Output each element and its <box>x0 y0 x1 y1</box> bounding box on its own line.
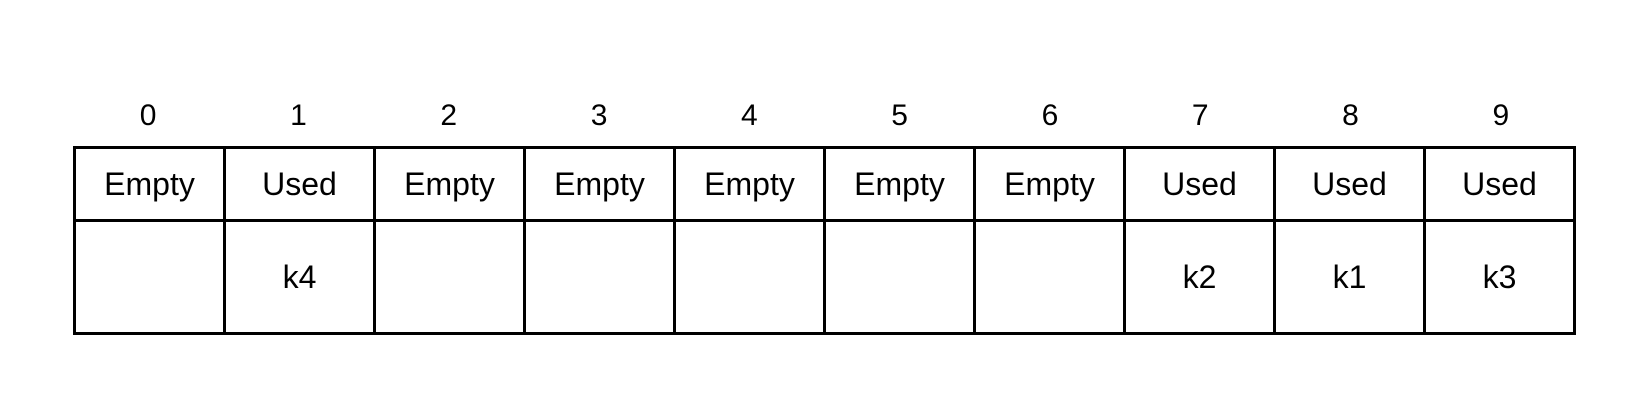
slot-status-3: Empty <box>526 149 676 219</box>
slot-index-5: 5 <box>891 99 908 132</box>
slot-index-1: 1 <box>290 99 307 132</box>
slot-index-8: 8 <box>1342 99 1359 132</box>
index-row: 0 1 2 3 4 5 6 7 8 9 <box>73 86 1576 146</box>
slot-index-9: 9 <box>1492 99 1510 132</box>
slot-index-7: 7 <box>1191 99 1209 132</box>
slot-key-5 <box>826 222 976 332</box>
status-row: Empty Used Empty Empty Empty Empty Empty… <box>76 149 1573 222</box>
slot-key-3 <box>526 222 676 332</box>
slot-status-9: Used <box>1462 165 1537 202</box>
slot-status-2: Empty <box>376 149 526 219</box>
slot-status-7: Used <box>1126 149 1276 219</box>
slot-key-0 <box>76 222 226 332</box>
slot-key-4 <box>676 222 826 332</box>
slot-key-9: k3 <box>1482 258 1517 295</box>
slot-status-0: Empty <box>76 149 226 219</box>
slot-status-1: Used <box>226 149 376 219</box>
slot-index-3: 3 <box>590 99 608 132</box>
slot-key-1: k4 <box>226 222 376 332</box>
slot-status-4: Empty <box>676 149 826 219</box>
slot-key-7: k2 <box>1126 222 1276 332</box>
slot-index-2: 2 <box>440 99 458 132</box>
slot-status-8: Used <box>1276 149 1426 219</box>
slot-index-6: 6 <box>1041 99 1059 132</box>
slot-key-8: k1 <box>1276 222 1426 332</box>
slot-index-0: 0 <box>139 99 157 132</box>
slot-key-6 <box>976 222 1126 332</box>
slot-index-4: 4 <box>740 99 758 132</box>
hash-table: Empty Used Empty Empty Empty Empty Empty… <box>73 146 1576 335</box>
slot-status-5: Empty <box>826 149 976 219</box>
key-row: k4 k2 k1 k3 <box>76 222 1573 332</box>
slot-key-2 <box>376 222 526 332</box>
slot-status-6: Empty <box>976 149 1126 219</box>
hash-table-diagram: 0 1 2 3 4 5 6 7 8 9 Empty Used Empty Emp… <box>73 86 1576 335</box>
